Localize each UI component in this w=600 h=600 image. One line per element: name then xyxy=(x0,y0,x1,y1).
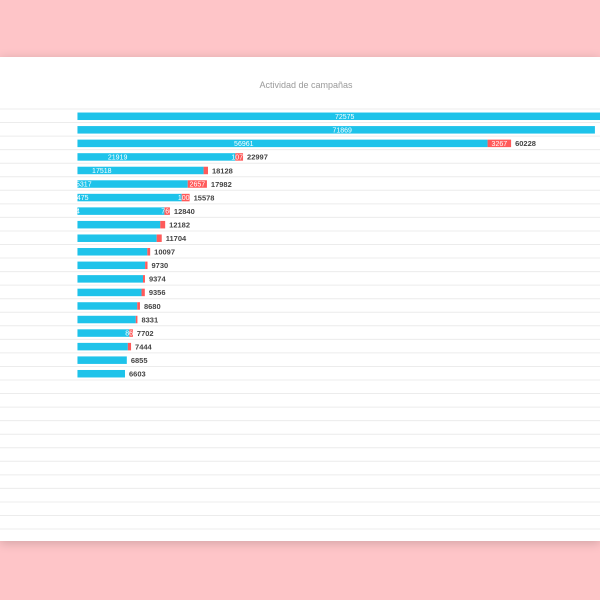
bar-primary-segment xyxy=(77,369,126,378)
bar-primary-segment xyxy=(77,193,182,202)
bar-primary-segment xyxy=(77,112,600,121)
bar-primary-label: 17518 xyxy=(92,168,112,175)
bar-primary-segment xyxy=(77,220,161,229)
bar-primary-label: 71869 xyxy=(332,127,352,134)
bar-secondary-segment xyxy=(187,180,207,188)
bar-secondary-segment xyxy=(156,234,162,242)
bar-secondary-label: 766 xyxy=(161,209,173,216)
bar-primary-segment xyxy=(77,315,136,324)
bar-primary-label: 72575 xyxy=(335,114,355,121)
bar-primary-segment xyxy=(77,207,165,215)
bar-primary-segment xyxy=(77,180,188,188)
bar-secondary-segment xyxy=(135,315,138,324)
bar-secondary-segment xyxy=(235,153,244,161)
bar-total-label: 12182 xyxy=(169,220,190,229)
bar-primary-label: 21919 xyxy=(108,155,128,162)
bar-total-label: 9730 xyxy=(152,261,169,270)
bar-primary-label: 56961 xyxy=(234,141,254,148)
bar-secondary-label: 1078 xyxy=(231,155,247,162)
chart-title: Actividad de campañas xyxy=(259,80,353,90)
bar-primary-label: 12074 xyxy=(60,209,80,216)
bar-secondary-segment xyxy=(142,275,145,283)
bar-secondary-segment xyxy=(160,220,166,229)
bar-total-label: 60228 xyxy=(515,139,536,148)
bar-primary-segment xyxy=(77,153,236,161)
bar-total-label: 7702 xyxy=(137,329,154,338)
bar-primary-segment xyxy=(77,288,142,297)
bar-total-label: 9356 xyxy=(149,288,166,297)
bar-total-label: 8680 xyxy=(144,302,161,311)
bar-primary-segment xyxy=(77,126,595,134)
bar-secondary-label: 2657 xyxy=(190,182,206,189)
bar-primary-segment xyxy=(77,302,138,310)
bar-total-label: 11704 xyxy=(166,234,187,243)
bar-primary-segment xyxy=(77,248,148,256)
bar-total-label: 6603 xyxy=(129,370,146,379)
bar-primary-segment xyxy=(77,342,128,351)
bar-total-label: 17982 xyxy=(211,180,232,189)
bar-secondary-segment xyxy=(203,166,208,175)
bar-total-label: 8331 xyxy=(141,315,158,324)
bar-secondary-segment xyxy=(164,207,170,215)
bar-secondary-segment xyxy=(137,302,140,310)
bar-primary-segment xyxy=(77,139,488,148)
bar-total-label: 9374 xyxy=(149,275,167,284)
bar-primary-segment xyxy=(77,234,157,242)
bar-total-label: 6855 xyxy=(131,356,148,365)
bar-primary-segment xyxy=(77,356,127,364)
bar-secondary-segment xyxy=(141,288,145,297)
bar-secondary-label: 868 xyxy=(125,331,137,338)
bar-total-label: 7444 xyxy=(135,342,153,351)
bar-secondary-segment xyxy=(181,193,190,202)
bar-primary-segment xyxy=(77,166,204,175)
bar-secondary-label: 1008 xyxy=(178,195,194,202)
bar-primary-label: 14475 xyxy=(69,195,89,202)
bar-total-label: 22997 xyxy=(247,153,268,162)
bar-primary-segment xyxy=(77,329,130,337)
bar-total-label: 18128 xyxy=(212,166,233,175)
bar-secondary-segment xyxy=(129,329,133,337)
bar-primary-segment xyxy=(77,261,146,270)
bar-primary-label: 15317 xyxy=(72,182,92,189)
bar-total-label: 10097 xyxy=(154,248,175,257)
bar-total-label: 15578 xyxy=(194,193,215,202)
bar-secondary-segment xyxy=(145,261,148,270)
bar-total-label: 12840 xyxy=(174,207,195,216)
bar-secondary-segment xyxy=(127,342,132,351)
bar-secondary-segment xyxy=(487,139,512,148)
bar-primary-segment xyxy=(77,275,143,283)
bar-secondary-segment xyxy=(147,248,151,256)
bar-secondary-label: 3267 xyxy=(492,141,508,148)
